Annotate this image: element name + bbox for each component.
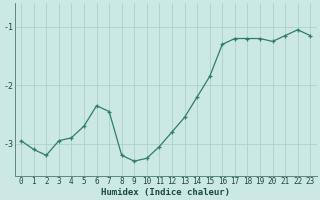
X-axis label: Humidex (Indice chaleur): Humidex (Indice chaleur): [101, 188, 230, 197]
